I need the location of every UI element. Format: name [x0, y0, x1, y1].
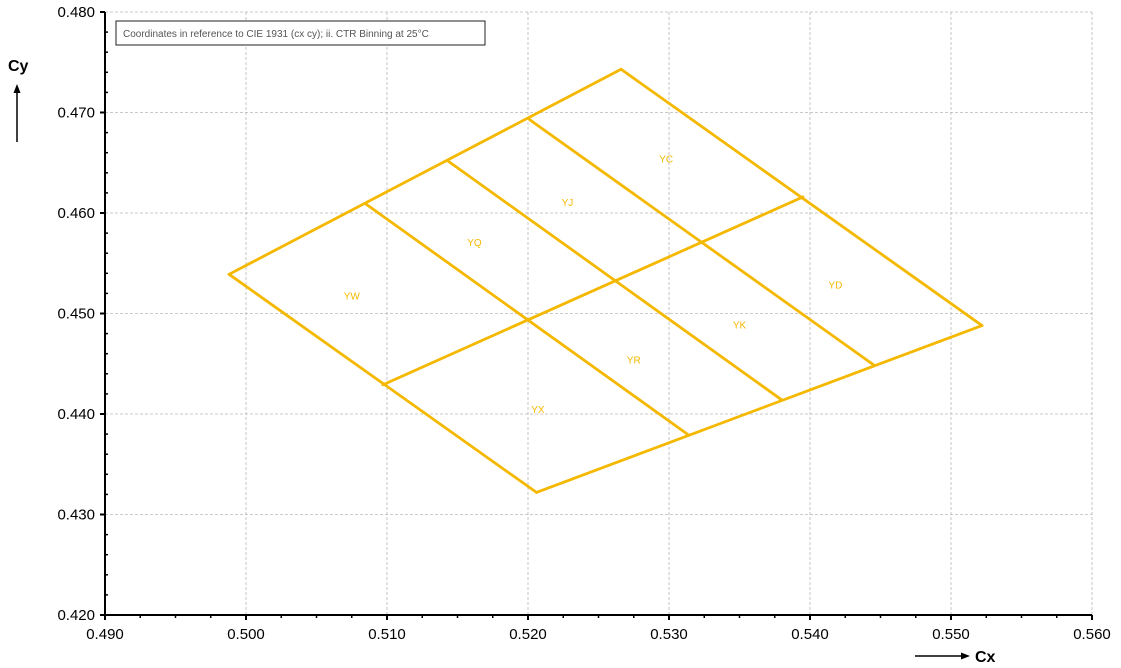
note-box: Coordinates in reference to CIE 1931 (cx… — [115, 20, 486, 46]
bin-boundary-line — [227, 67, 623, 276]
bin-boundary-line — [446, 159, 784, 402]
y-tick-labels: 0.420 0.430 0.440 0.450 0.460 0.470 0.480 — [57, 4, 95, 624]
bin-label-yj: YJ — [562, 198, 574, 209]
x-axis-title-group: Cx — [915, 649, 996, 666]
gridlines — [105, 11, 1093, 615]
bin-boundary-line — [535, 324, 984, 494]
bin-label-yx: YX — [531, 405, 545, 416]
y-axis-title-group: Cy — [8, 58, 29, 142]
x-tick-label: 0.500 — [227, 626, 265, 643]
axes — [100, 11, 1093, 620]
bin-label-yr: YR — [627, 356, 641, 367]
bin-boundary-line — [528, 118, 875, 367]
bin-label-yk: YK — [733, 321, 747, 332]
y-tick-label: 0.480 — [57, 4, 95, 21]
bin-label-yw: YW — [344, 291, 361, 302]
y-tick-label: 0.420 — [57, 607, 95, 624]
bin-label-yc: YC — [659, 155, 673, 166]
bin-boundary-line — [381, 195, 805, 387]
x-tick-label: 0.520 — [509, 626, 547, 643]
x-tick-label: 0.560 — [1073, 626, 1111, 643]
y-axis-arrowhead-icon — [13, 84, 21, 93]
x-tick-label: 0.530 — [650, 626, 688, 643]
y-tick-label: 0.470 — [57, 105, 95, 122]
bin-boundaries — [227, 67, 984, 494]
y-tick-label: 0.440 — [57, 406, 95, 423]
x-axis-title: Cx — [975, 649, 996, 666]
x-axis-arrowhead-icon — [961, 652, 970, 660]
bin-label-yq: YQ — [467, 238, 482, 249]
y-tick-label: 0.430 — [57, 507, 95, 524]
y-axis-title: Cy — [8, 58, 29, 75]
bin-label-yd: YD — [828, 280, 842, 291]
bin-boundary-line — [364, 202, 691, 437]
x-tick-label: 0.550 — [932, 626, 970, 643]
x-tick-labels: 0.490 0.500 0.510 0.520 0.530 0.540 0.550 0.560 — [86, 626, 1111, 643]
y-tick-label: 0.450 — [57, 306, 95, 323]
bin-labels: YW YQ YJ YC YX YR YK YD — [344, 155, 843, 416]
x-tick-label: 0.510 — [368, 626, 406, 643]
x-tick-label: 0.540 — [791, 626, 829, 643]
x-tick-label: 0.490 — [86, 626, 124, 643]
y-tick-label: 0.460 — [57, 205, 95, 222]
note-text: Coordinates in reference to CIE 1931 (cx… — [123, 29, 429, 40]
